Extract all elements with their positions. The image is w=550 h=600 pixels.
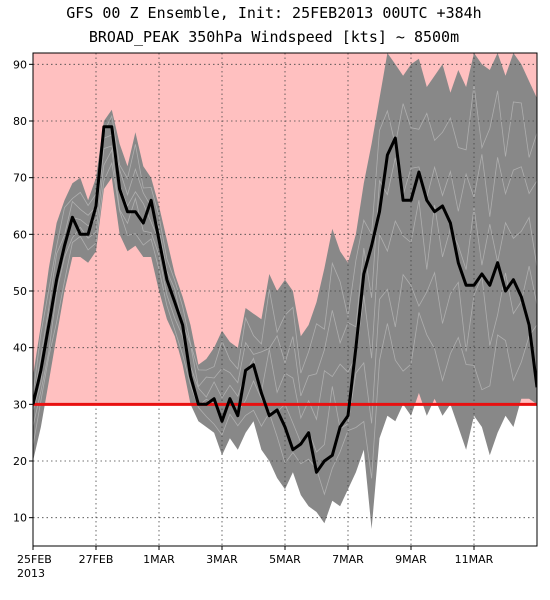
chart-title: GFS 00 Z Ensemble, Init: 25FEB2013 00UTC… (66, 4, 481, 22)
x-tick-label: 1MAR (143, 553, 175, 566)
x-tick-label: 25FEB (17, 553, 52, 566)
x-tick-label: 9MAR (395, 553, 427, 566)
y-tick-label: 20 (13, 455, 27, 468)
x-tick-label: 11MAR (455, 553, 494, 566)
x-tick-label: 27FEB (79, 553, 114, 566)
y-tick-label: 80 (13, 115, 27, 128)
y-tick-label: 50 (13, 285, 27, 298)
chart-subtitle: BROAD_PEAK 350hPa Windspeed [kts] ~ 8500… (89, 28, 459, 46)
y-tick-label: 40 (13, 342, 27, 355)
y-tick-label: 30 (13, 398, 27, 411)
y-tick-label: 70 (13, 172, 27, 185)
y-tick-label: 60 (13, 228, 27, 241)
y-tick-label: 90 (13, 58, 27, 71)
x-tick-label: 7MAR (332, 553, 364, 566)
axes: 10 20 30 40 50 60 70 80 90 25FEB 27FEB 1MAR 3MAR 5MAR… (13, 52, 538, 580)
y-tick-label: 10 (13, 512, 27, 525)
x-tick-label: 3MAR (206, 553, 238, 566)
ensemble-mean-line (33, 125, 537, 474)
x-year-label: 2013 (17, 567, 45, 580)
plot-area (33, 53, 537, 546)
x-tick-label: 5MAR (269, 553, 301, 566)
